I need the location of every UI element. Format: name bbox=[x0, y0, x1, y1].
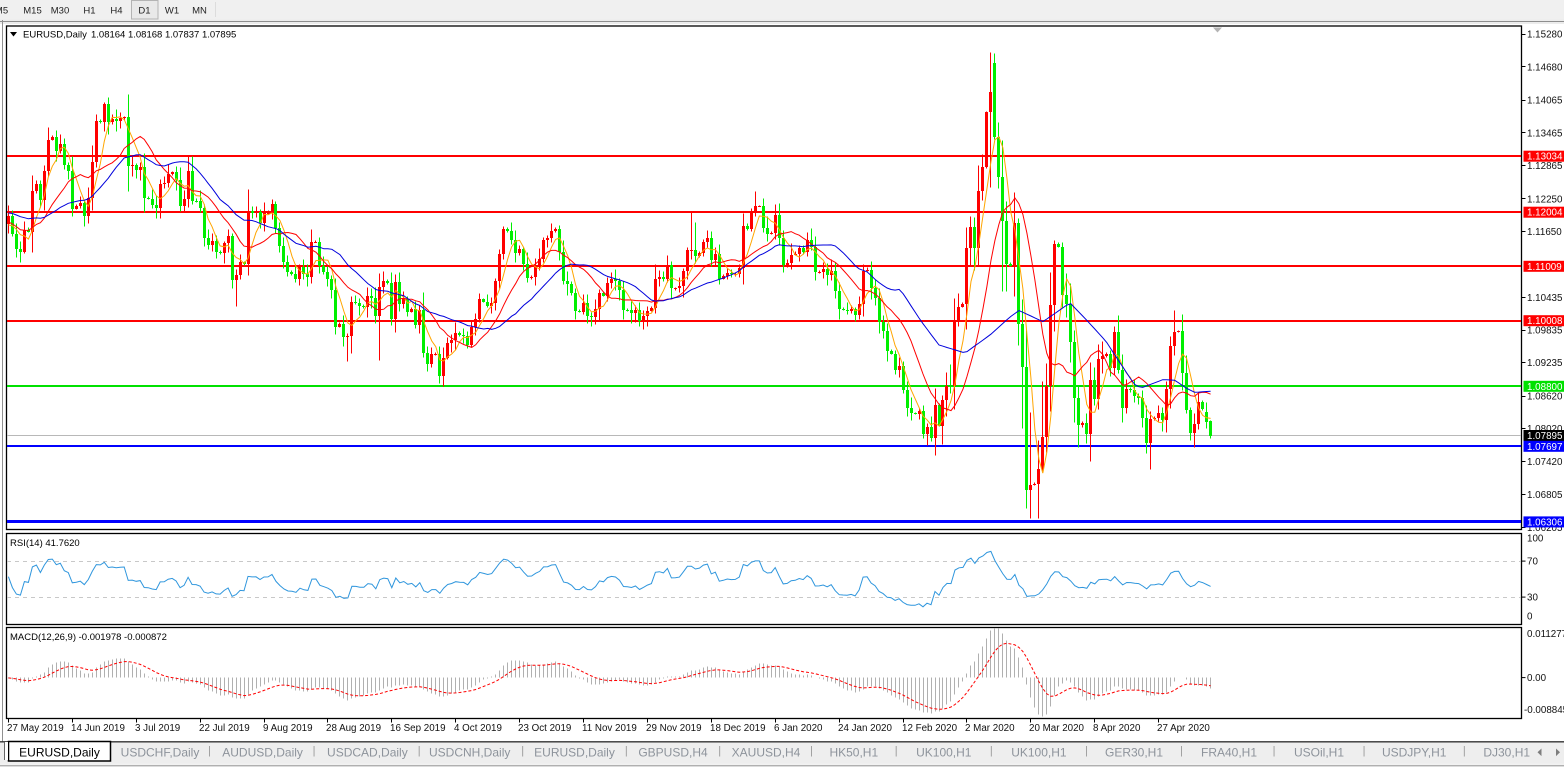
svg-text:6 Jan 2020: 6 Jan 2020 bbox=[774, 723, 823, 734]
svg-text:24 Jan 2020: 24 Jan 2020 bbox=[838, 723, 892, 734]
svg-text:USDJPY,H1: USDJPY,H1 bbox=[1382, 746, 1447, 760]
svg-text:1.08020: 1.08020 bbox=[1527, 424, 1563, 435]
svg-text:FRA40,H1: FRA40,H1 bbox=[1201, 746, 1257, 760]
svg-text:3 Jul 2019: 3 Jul 2019 bbox=[135, 723, 180, 734]
svg-text:1.12250: 1.12250 bbox=[1527, 194, 1563, 205]
svg-text:1.14065: 1.14065 bbox=[1527, 96, 1563, 107]
svg-text:M15: M15 bbox=[23, 6, 41, 17]
svg-text:1.06205: 1.06205 bbox=[1527, 523, 1563, 534]
svg-text:USOil,H1: USOil,H1 bbox=[1294, 746, 1344, 760]
svg-text:EURUSD,Daily: EURUSD,Daily bbox=[23, 30, 87, 41]
svg-text:8 Apr 2020: 8 Apr 2020 bbox=[1093, 723, 1141, 734]
svg-text:22 Jul 2019: 22 Jul 2019 bbox=[199, 723, 250, 734]
svg-text:HK50,H1: HK50,H1 bbox=[829, 746, 878, 760]
svg-text:M30: M30 bbox=[51, 6, 69, 17]
svg-text:|: | bbox=[313, 745, 316, 757]
svg-text:|: | bbox=[1085, 745, 1088, 757]
svg-text:|: | bbox=[418, 745, 421, 757]
svg-text:30: 30 bbox=[1527, 593, 1538, 604]
svg-text:|: | bbox=[810, 745, 813, 757]
svg-text:|: | bbox=[990, 745, 993, 757]
svg-text:0: 0 bbox=[1527, 612, 1533, 623]
svg-text:0.00: 0.00 bbox=[1527, 673, 1547, 684]
svg-text:|: | bbox=[718, 745, 721, 757]
svg-text:27 Apr 2020: 27 Apr 2020 bbox=[1157, 723, 1210, 734]
svg-text:|: | bbox=[895, 745, 898, 757]
svg-text:M5: M5 bbox=[0, 6, 8, 17]
svg-text:1.07697: 1.07697 bbox=[1527, 442, 1562, 453]
svg-text:MN: MN bbox=[192, 6, 207, 17]
svg-text:70: 70 bbox=[1527, 557, 1538, 568]
svg-text:20 Mar 2020: 20 Mar 2020 bbox=[1029, 723, 1085, 734]
svg-text:1.13465: 1.13465 bbox=[1527, 128, 1563, 139]
svg-text:|: | bbox=[1463, 745, 1466, 757]
svg-text:AUDUSD,Daily: AUDUSD,Daily bbox=[222, 746, 303, 760]
svg-text:|: | bbox=[1273, 745, 1276, 757]
svg-text:1.14680: 1.14680 bbox=[1527, 62, 1563, 73]
svg-text:DJ30,H1: DJ30,H1 bbox=[1483, 746, 1530, 760]
svg-text:9 Aug 2019: 9 Aug 2019 bbox=[263, 723, 313, 734]
svg-text:1.08620: 1.08620 bbox=[1527, 392, 1563, 403]
svg-text:14 Jun 2019: 14 Jun 2019 bbox=[71, 723, 125, 734]
svg-text:XAUUSD,H4: XAUUSD,H4 bbox=[732, 746, 801, 760]
svg-text:1.08800: 1.08800 bbox=[1527, 382, 1563, 393]
svg-text:1.13034: 1.13034 bbox=[1527, 152, 1563, 163]
svg-text:MACD(12,26,9) -0.001978 -0.000: MACD(12,26,9) -0.001978 -0.000872 bbox=[10, 632, 167, 643]
svg-text:1.10435: 1.10435 bbox=[1527, 293, 1563, 304]
svg-text:18 Dec 2019: 18 Dec 2019 bbox=[710, 723, 766, 734]
svg-text:2 Mar 2020: 2 Mar 2020 bbox=[965, 723, 1015, 734]
svg-text:100: 100 bbox=[1527, 534, 1544, 545]
svg-text:H4: H4 bbox=[110, 6, 122, 17]
svg-text:11 Nov 2019: 11 Nov 2019 bbox=[582, 723, 637, 734]
svg-text:EURUSD,Daily: EURUSD,Daily bbox=[534, 746, 615, 760]
svg-text:27 May 2019: 27 May 2019 bbox=[7, 723, 64, 734]
svg-text:1.07420: 1.07420 bbox=[1527, 457, 1563, 468]
svg-text:29 Nov 2019: 29 Nov 2019 bbox=[646, 723, 702, 734]
svg-text:|: | bbox=[1180, 745, 1183, 757]
svg-text:4 Oct 2019: 4 Oct 2019 bbox=[454, 723, 502, 734]
svg-text:1.06805: 1.06805 bbox=[1527, 490, 1563, 501]
svg-text:1.06306: 1.06306 bbox=[1527, 517, 1563, 528]
svg-text:1.07895: 1.07895 bbox=[1527, 431, 1563, 442]
svg-text:28 Aug 2019: 28 Aug 2019 bbox=[326, 723, 381, 734]
svg-text:1.09835: 1.09835 bbox=[1527, 326, 1563, 337]
svg-text:1.11650: 1.11650 bbox=[1527, 227, 1562, 238]
svg-text:1.09235: 1.09235 bbox=[1527, 358, 1563, 369]
svg-text:|: | bbox=[625, 745, 628, 757]
svg-text:-0.0088450: -0.0088450 bbox=[1524, 705, 1564, 716]
svg-text:1.12865: 1.12865 bbox=[1527, 161, 1563, 172]
svg-text:USDCAD,Daily: USDCAD,Daily bbox=[327, 746, 408, 760]
svg-text:H1: H1 bbox=[83, 6, 95, 17]
svg-text:1.15280: 1.15280 bbox=[1527, 30, 1563, 41]
svg-text:UK100,H1: UK100,H1 bbox=[1011, 746, 1067, 760]
svg-text:1.10008: 1.10008 bbox=[1527, 316, 1563, 327]
svg-text:GER30,H1: GER30,H1 bbox=[1105, 746, 1163, 760]
svg-text:RSI(14) 41.7620: RSI(14) 41.7620 bbox=[10, 538, 80, 549]
svg-text:0.011277: 0.011277 bbox=[1527, 629, 1564, 640]
svg-text:16 Sep 2019: 16 Sep 2019 bbox=[390, 723, 446, 734]
svg-text:23 Oct 2019: 23 Oct 2019 bbox=[518, 723, 571, 734]
svg-text:|: | bbox=[208, 745, 211, 757]
svg-text:GBPUSD,H4: GBPUSD,H4 bbox=[638, 746, 708, 760]
svg-text:W1: W1 bbox=[165, 6, 179, 17]
svg-text:D1: D1 bbox=[138, 6, 150, 17]
svg-text:USDCNH,Daily: USDCNH,Daily bbox=[429, 746, 510, 760]
svg-text:1.12004: 1.12004 bbox=[1527, 208, 1563, 219]
svg-text:EURUSD,Daily: EURUSD,Daily bbox=[19, 746, 100, 760]
svg-text:|: | bbox=[1363, 745, 1366, 757]
svg-text:12 Feb 2020: 12 Feb 2020 bbox=[902, 723, 958, 734]
svg-text:UK100,H1: UK100,H1 bbox=[916, 746, 972, 760]
svg-text:1.11009: 1.11009 bbox=[1527, 262, 1562, 273]
svg-text:|: | bbox=[521, 745, 524, 757]
svg-text:1.08164 1.08168 1.07837 1.0789: 1.08164 1.08168 1.07837 1.07895 bbox=[91, 30, 236, 41]
svg-text:USDCHF,Daily: USDCHF,Daily bbox=[121, 746, 200, 760]
